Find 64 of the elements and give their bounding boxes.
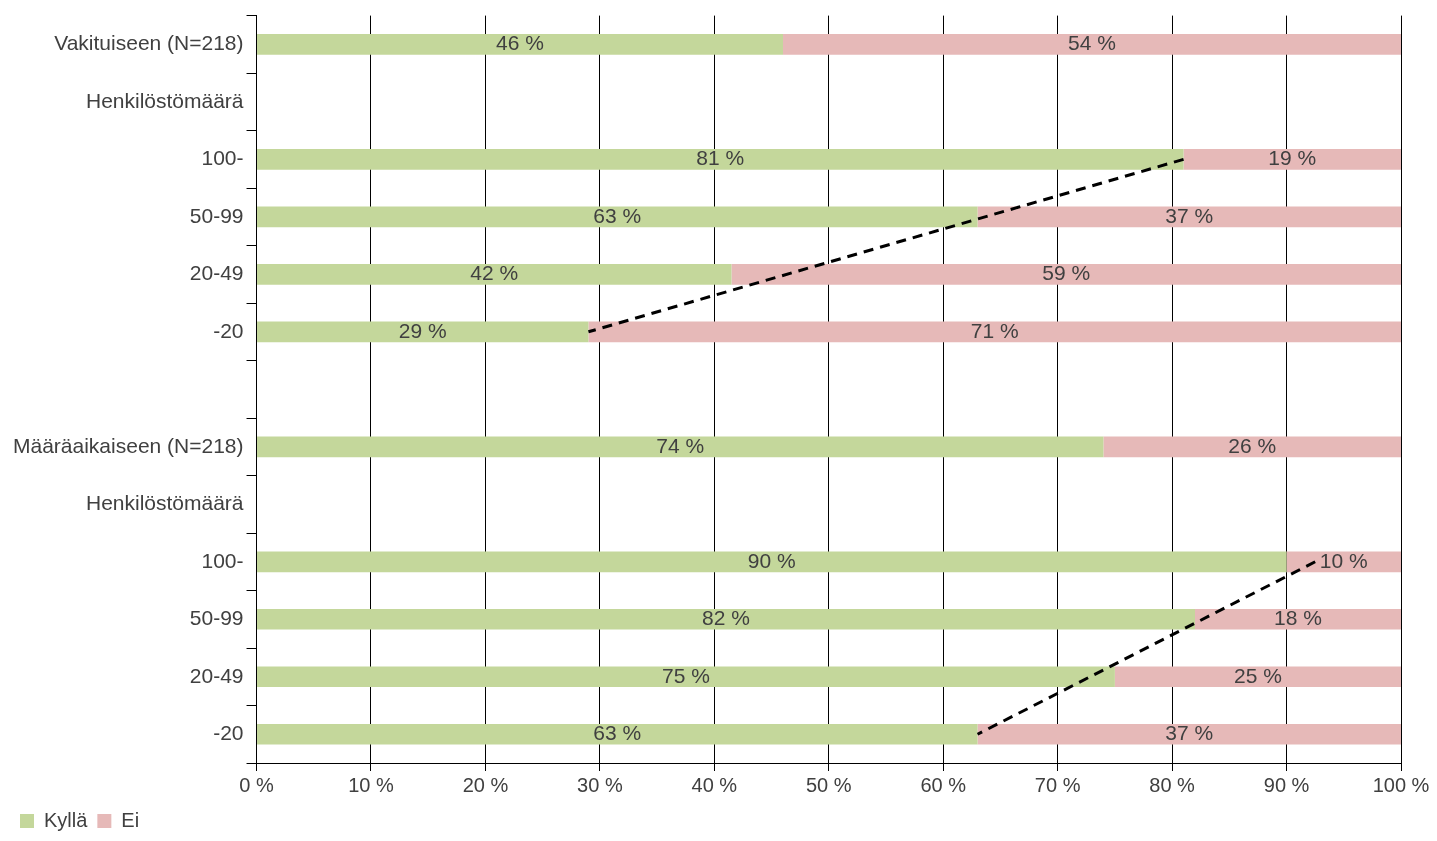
x-tick-label: 70 % [1034, 773, 1081, 796]
bar [1195, 608, 1401, 630]
y-tick-label: 20-49 [189, 663, 244, 687]
x-tick-label: 50 % [805, 773, 852, 796]
x-tick-label: 60 % [920, 773, 967, 796]
y-tick-label: 100- [201, 146, 244, 170]
data-label: 10 % [1319, 548, 1368, 572]
data-label: 71 % [970, 318, 1019, 342]
bar [257, 723, 978, 745]
bar [731, 263, 1401, 285]
x-tick-label: 10 % [348, 773, 394, 796]
bar [257, 34, 783, 55]
bar [257, 608, 1195, 630]
legend-label: Ei [121, 808, 140, 831]
data-label: 75 % [662, 663, 710, 687]
data-label: 63 % [593, 203, 642, 227]
data-label: 54 % [1068, 31, 1116, 55]
y-tick-label: -20 [213, 318, 244, 342]
x-tick-label: 20 % [462, 773, 509, 796]
data-label: 26 % [1228, 433, 1277, 457]
x-tick-label: 90 % [1263, 773, 1310, 796]
bar [257, 263, 732, 285]
bar [588, 321, 1401, 343]
bar [782, 34, 1401, 55]
data-label: 90 % [747, 548, 796, 572]
data-label: 59 % [1042, 261, 1091, 285]
x-tick-label: 100 % [1372, 773, 1430, 796]
bar [1114, 666, 1401, 688]
data-label: 42 % [470, 261, 519, 285]
data-label: 19 % [1268, 146, 1317, 170]
y-tick-label: -20 [213, 721, 244, 745]
bar [257, 436, 1104, 458]
x-tick-label: 0 % [239, 773, 274, 796]
data-label: 82 % [702, 606, 750, 630]
bar [1183, 148, 1401, 170]
y-tick-label: Henkilöstömäärä [85, 491, 244, 515]
bar [257, 148, 1184, 170]
data-label: 81 % [696, 146, 745, 170]
data-label: 74 % [656, 433, 705, 457]
y-tick-label: 100- [201, 548, 244, 572]
data-label: 29 % [398, 318, 447, 342]
bar [257, 206, 978, 228]
y-tick-label: 20-49 [189, 261, 244, 285]
legend-label: Kyllä [44, 808, 89, 831]
y-tick-label: Vakituiseen (N=218) [54, 31, 244, 55]
bar [1103, 436, 1401, 458]
bar [977, 723, 1401, 745]
y-tick-label: Henkilöstömäärä [85, 88, 244, 112]
data-label: 18 % [1274, 606, 1322, 630]
x-tick-label: 40 % [691, 773, 738, 796]
bar [977, 206, 1401, 228]
data-label: 63 % [593, 721, 642, 745]
data-label: 37 % [1165, 721, 1214, 745]
bar [257, 551, 1287, 573]
data-label: 37 % [1165, 203, 1214, 227]
bar [257, 321, 589, 343]
y-tick-label: 50-99 [189, 203, 244, 227]
data-label: 25 % [1234, 663, 1282, 687]
y-tick-label: 50-99 [189, 606, 244, 630]
x-tick-label: 80 % [1149, 773, 1196, 796]
x-tick-label: 30 % [577, 773, 623, 796]
bar [257, 666, 1115, 688]
data-label: 46 % [496, 31, 544, 55]
y-tick-label: Määräaikaiseen (N=218) [12, 433, 244, 457]
